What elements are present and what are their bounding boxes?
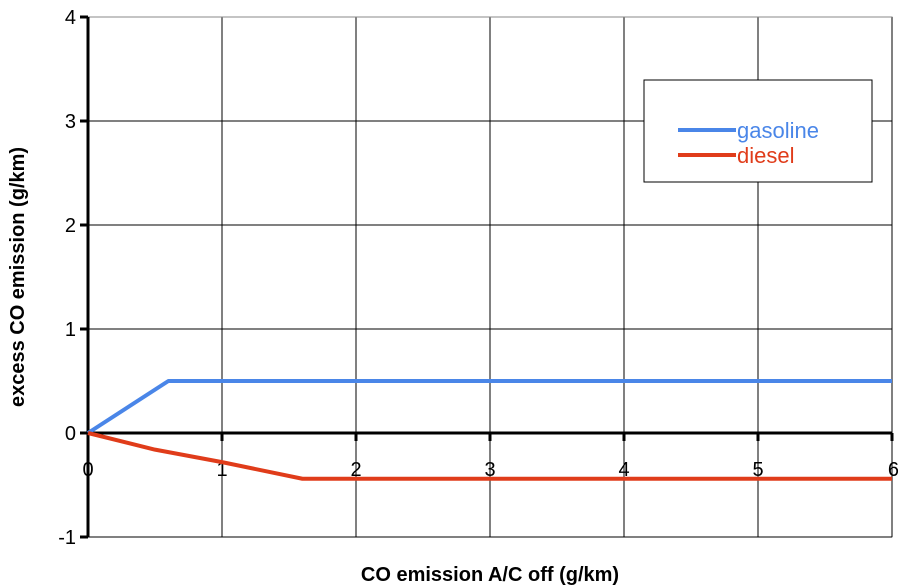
x-tick-labels: 0 1 2 3 4 5 6: [82, 459, 898, 481]
x-tick-label-5: 5: [752, 459, 763, 481]
series-line-gasoline: [86, 379, 892, 435]
y-axis-title: excess CO emission (g/km): [7, 147, 29, 407]
y-tick-label-1: 1: [65, 319, 76, 341]
x-tick-label-2: 2: [350, 459, 361, 481]
x-tick-label-1: 1: [216, 459, 227, 481]
legend-box: [643, 79, 873, 183]
grid-lines: [88, 16, 893, 538]
y-tick-label-3: 3: [65, 111, 76, 133]
y-tick-label--1: -1: [58, 527, 76, 549]
y-tick-labels: -1 0 1 2 3 4: [58, 7, 76, 549]
series-lines: [86, 379, 892, 481]
series-line-diesel: [87, 431, 892, 481]
x-tick-label-3: 3: [484, 459, 495, 481]
legend-label-gasoline: gasoline: [737, 118, 819, 143]
y-tick-label-0: 0: [65, 423, 76, 445]
axes: [80, 15, 894, 539]
y-tick-label-4: 4: [65, 7, 76, 29]
x-tick-label-6: 6: [888, 459, 898, 481]
x-axis-title: CO emission A/C off (g/km): [361, 564, 619, 586]
y-tick-label-2: 2: [65, 215, 76, 237]
legend: gasoline diesel: [643, 79, 873, 183]
x-tick-label-4: 4: [618, 459, 629, 481]
legend-label-diesel: diesel: [737, 143, 794, 168]
x-tick-label-0: 0: [82, 459, 93, 481]
